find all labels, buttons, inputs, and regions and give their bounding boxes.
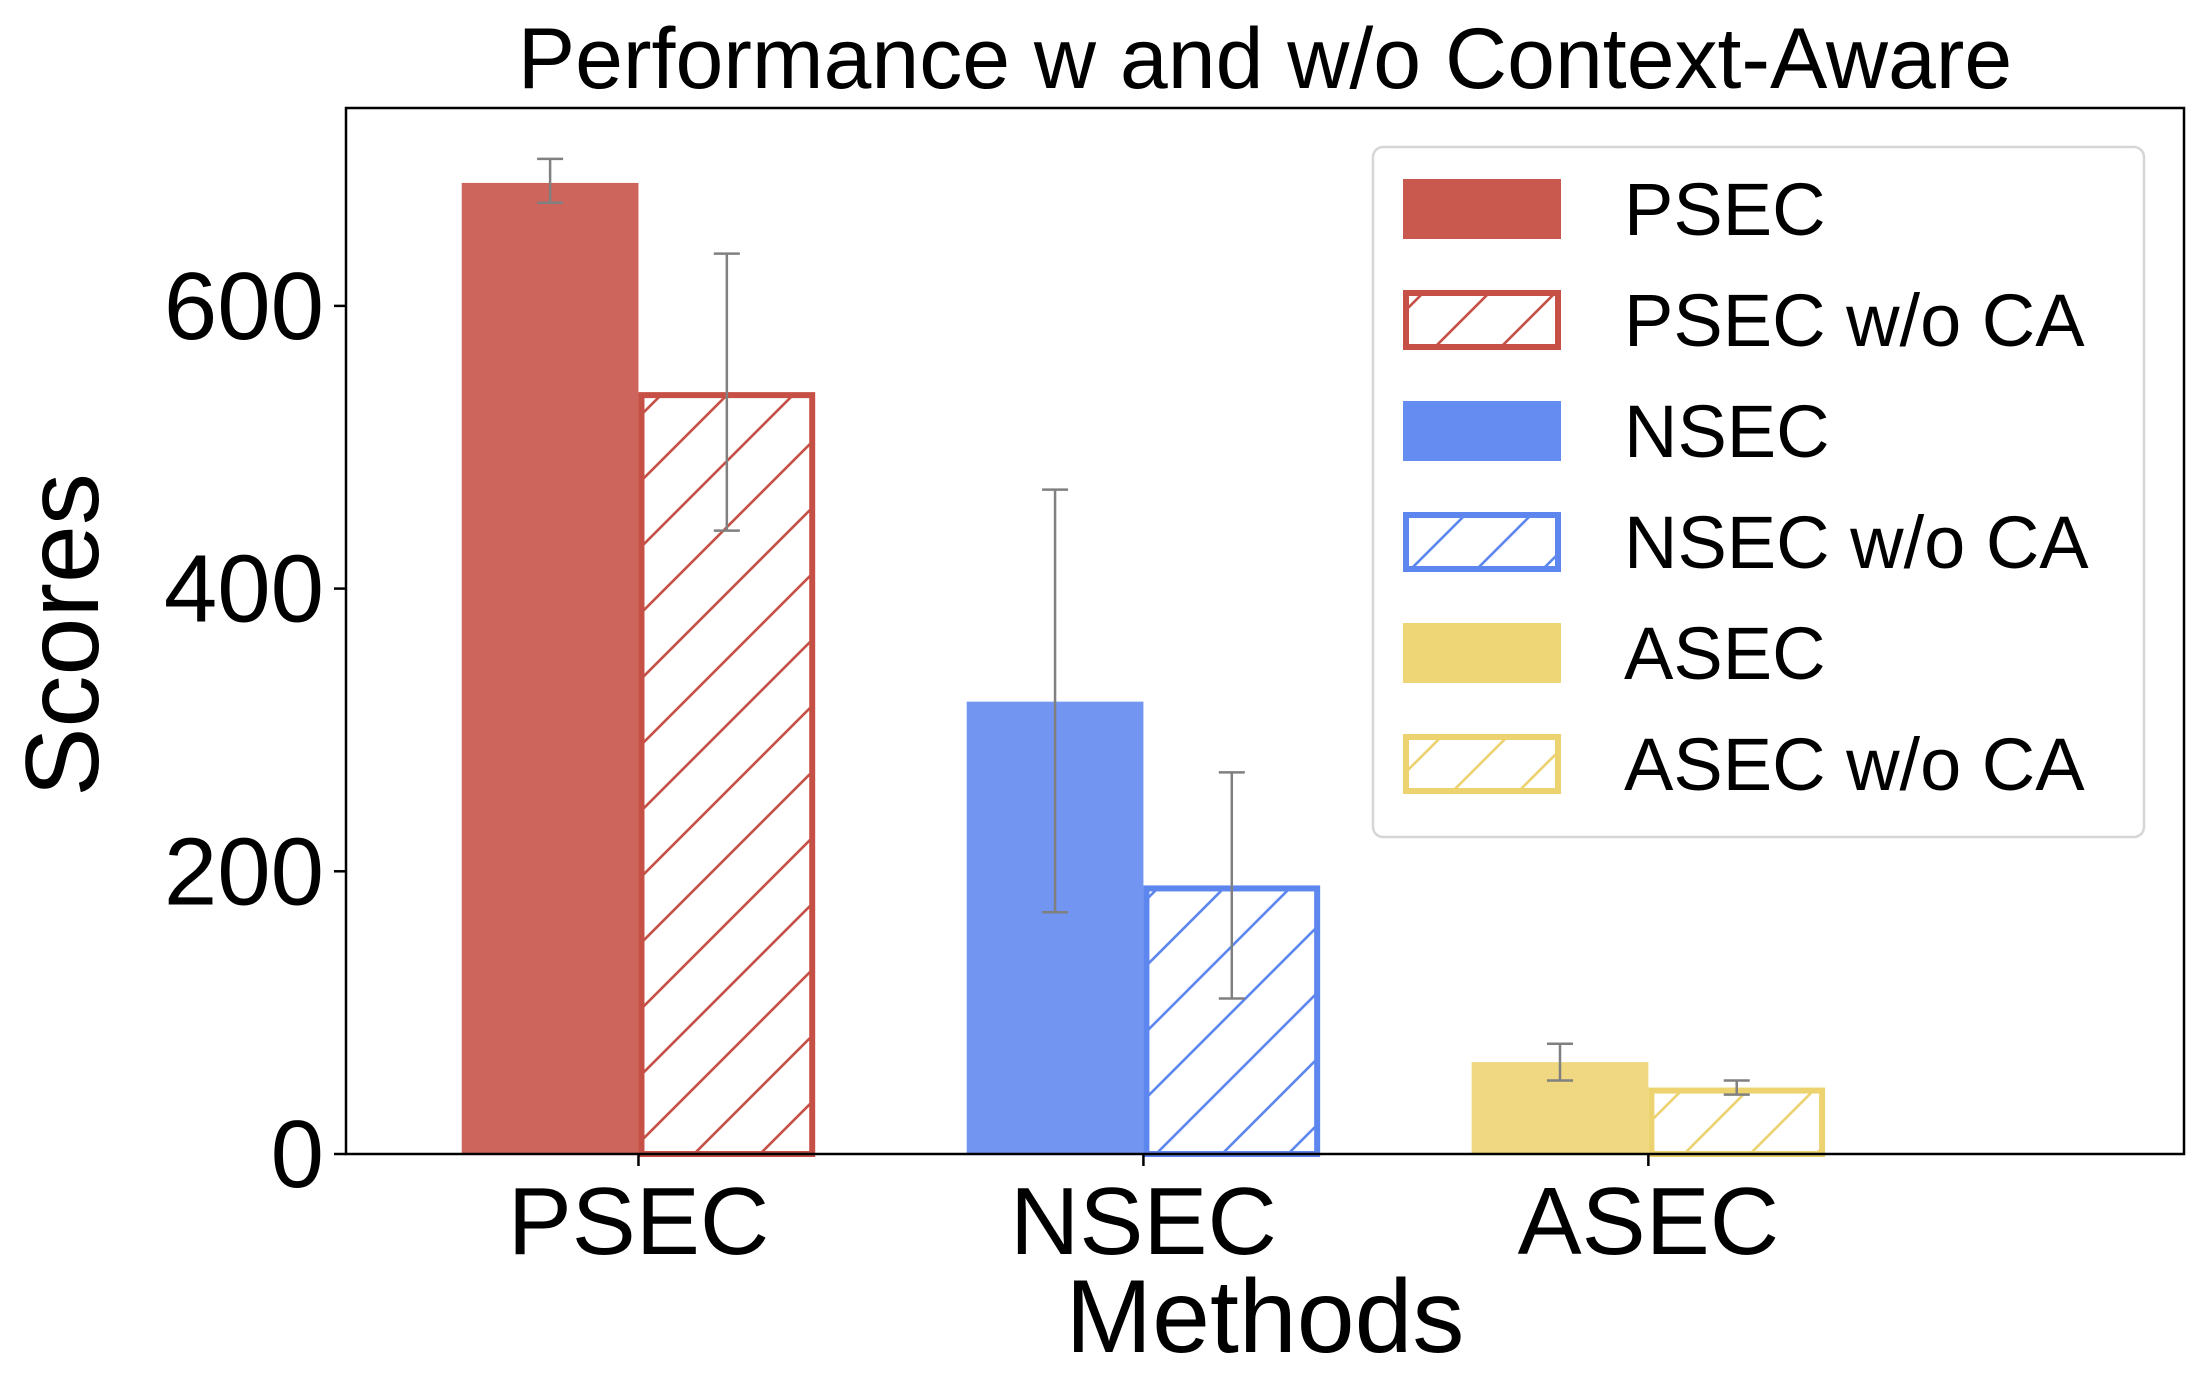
x-axis-label: Methods	[1066, 1259, 1465, 1375]
legend-item-asec-w-o-ca: ASEC w/o CA	[1403, 723, 2085, 806]
chart-title: Performance w and w/o Context-Aware	[518, 11, 2013, 107]
bars-layer	[461, 182, 1826, 1157]
legend-item-nsec-w-o-ca: NSEC w/o CA	[1403, 501, 2089, 584]
legend-item-nsec: NSEC	[1403, 390, 1830, 473]
legend-swatch	[1403, 290, 1561, 350]
legend: PSEC PSEC w/o CA NSEC NSEC w/o CA ASEC ASEC w…	[1371, 145, 2146, 839]
error-bar-asec	[1546, 1042, 1573, 1082]
bar-asec-w-o-ca	[1648, 1087, 1826, 1157]
y-tick-label: 600	[164, 253, 324, 360]
y-axis-label: Scores	[5, 473, 121, 797]
legend-item-asec: ASEC	[1403, 612, 1826, 695]
legend-swatch	[1403, 734, 1561, 794]
legend-label: ASEC	[1624, 612, 1826, 695]
legend-swatch	[1403, 512, 1561, 572]
legend-item-psec-w-o-ca: PSEC w/o CA	[1403, 279, 2085, 362]
legend-label: NSEC w/o CA	[1624, 501, 2089, 584]
error-bars-layer	[537, 157, 1750, 1096]
legend-label: PSEC w/o CA	[1624, 279, 2085, 362]
y-tick-label: 400	[164, 536, 324, 643]
y-tick-label: 200	[164, 818, 324, 925]
legend-item-psec: PSEC	[1403, 168, 1826, 251]
bar-psec	[461, 182, 639, 1155]
error-bar-nsec-w-o-ca	[1218, 771, 1245, 1000]
x-tick-label-asec: ASEC	[1518, 1168, 1779, 1275]
error-bar-nsec	[1042, 488, 1069, 914]
plot-frame	[344, 106, 2186, 1156]
legend-label: PSEC	[1624, 168, 1826, 251]
y-tick-label: 0	[271, 1101, 324, 1208]
x-tick-label-nsec: NSEC	[1010, 1168, 1277, 1275]
legend-frame	[1371, 145, 2146, 839]
legend-swatch	[1403, 623, 1561, 683]
legend-swatch	[1403, 179, 1561, 239]
legend-label: NSEC	[1624, 390, 1830, 473]
axes-layer: 0 200 400 600 PSEC NSEC ASEC	[164, 253, 1779, 1275]
legend-swatch	[1403, 401, 1561, 461]
error-bar-psec	[537, 157, 564, 204]
x-tick-label-psec: PSEC	[508, 1168, 769, 1275]
error-bar-asec-w-o-ca	[1723, 1079, 1750, 1096]
error-bar-psec-w-o-ca	[713, 252, 740, 532]
legend-label: ASEC w/o CA	[1624, 723, 2085, 806]
